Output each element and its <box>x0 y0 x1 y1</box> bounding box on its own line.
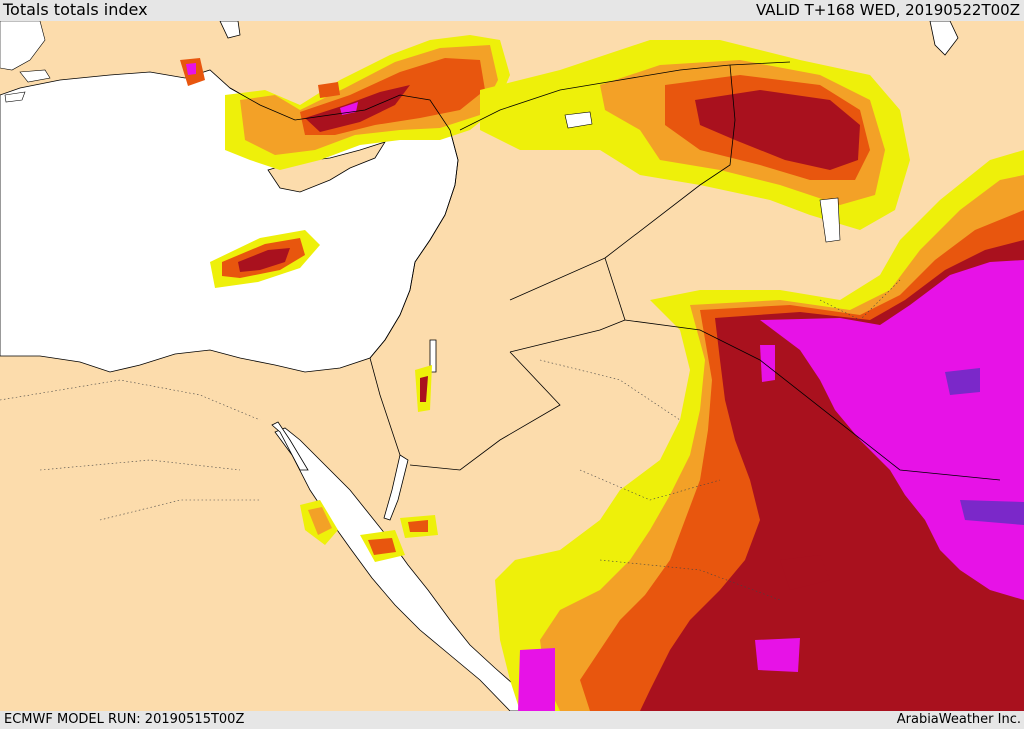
aegean-islands <box>0 21 51 103</box>
credit: ArabiaWeather Inc. <box>896 712 1021 727</box>
weather-map <box>0 21 1024 711</box>
footer-bar <box>0 711 1024 729</box>
band-med-blob <box>210 230 320 288</box>
lakes <box>564 111 841 243</box>
band-sinai-small <box>300 365 438 562</box>
gulf-of-aqaba <box>383 454 409 521</box>
header-bar <box>0 0 1024 21</box>
model-run: ECMWF MODEL RUN: 20190515T00Z <box>4 712 245 727</box>
map-title: Totals totals index <box>3 0 148 19</box>
gulf-of-suez <box>271 421 309 471</box>
country-borders <box>369 61 1001 481</box>
coastline <box>229 87 459 359</box>
band-saudi-iraq <box>495 150 1024 711</box>
province-borders <box>0 279 901 601</box>
valid-time: VALID T+168 WED, 20190522T00Z <box>755 1 1020 19</box>
dead-sea <box>429 339 437 373</box>
caspian-sea-edge <box>929 21 959 56</box>
band-iraq-north <box>480 40 910 230</box>
black-sea-edge <box>219 21 241 39</box>
band-turkey <box>180 35 510 170</box>
